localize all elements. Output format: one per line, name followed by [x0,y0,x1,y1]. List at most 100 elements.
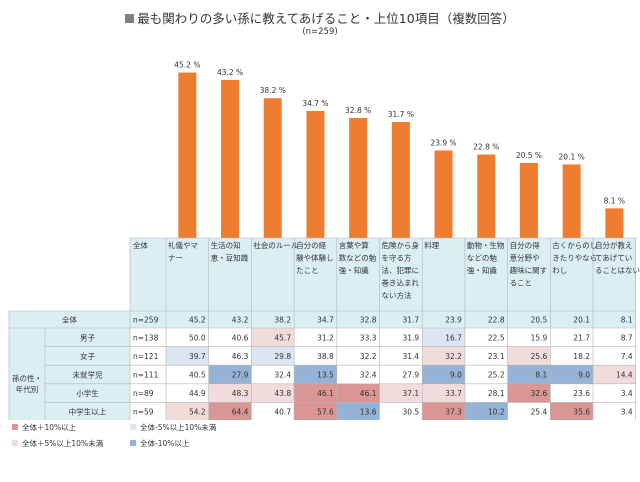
row-label: 男子 [80,333,95,342]
cell-highlight [507,346,551,366]
legend-swatch-high [12,440,18,446]
cell-highlight [464,402,508,420]
bar-10 [562,164,581,238]
cell-highlight [336,383,380,403]
legend-label-high: 全体＋5%以上10%未満 [22,439,104,448]
bar-7 [434,150,453,238]
cell-value: 64.4 [232,408,249,417]
total-row-value: 45.2 [189,316,206,325]
legend-item-very-high: 全体＋10%以上 [12,422,76,433]
cell-value: 32.4 [274,371,291,380]
table-grid [8,237,637,420]
cell-highlight [251,328,295,347]
title-square-icon [125,14,135,23]
table-header-6: 危険から身を守る方法、犯罪に巻き込まれない方法 [382,240,420,300]
table-header-bg [130,238,636,311]
table-header-2: 生活の知恵・豆知識 [211,240,249,263]
cell-value: 18.2 [573,352,590,361]
bar-value-label-2: 43.2 % [217,68,243,77]
table-header-4: 自分の経験や体験したこと [296,240,334,275]
cell-value: 30.5 [402,408,419,417]
table-header-8: 動物・生物などの勉強・知識 [467,240,505,275]
total-row-value: 31.7 [402,316,419,325]
cell-highlight [379,383,423,403]
cell-highlight [422,383,465,403]
table-header-5: 言葉や算数などの勉強・知識 [339,240,377,275]
cell-value: 28.1 [488,389,505,398]
bar-value-label-1: 45.2 % [174,61,200,70]
row-n: n=89 [133,389,154,398]
cell-value: 40.5 [189,371,206,380]
total-row-value: 22.8 [488,316,505,325]
cell-value: 50.0 [189,333,206,342]
cell-value: 44.9 [189,389,206,398]
row-label: 未就学児 [73,370,103,380]
bar-1 [178,72,197,239]
cell-value: 13.6 [360,408,377,417]
cell-value: 7.4 [621,352,633,361]
cell-value: 21.7 [573,333,590,342]
cell-value: 45.7 [274,333,291,342]
cell-highlight [208,365,252,384]
cell-value: 35.6 [573,408,590,417]
bar-value-label-5: 32.8 % [345,106,371,115]
bar-value-label-7: 23.9 % [430,139,456,148]
table-header-9: 自分の得意分野や趣味に関すること [510,240,547,288]
cell-highlight [336,402,380,420]
total-row-value: 20.1 [573,316,590,325]
chart-title-text: 最も関わりの多い孫に教えてあげること・上位10項目（複数回答） [137,11,515,26]
cell-value: 27.9 [232,371,249,380]
row-label: 小学生 [76,388,99,398]
cell-value: 32.2 [360,352,377,361]
cell-value: 32.2 [445,352,462,361]
chart-and-table: 45.2 % 43.2 % 38.2 % 34.7 % 32.8 % 31.7 % 23.9… [8,61,640,420]
legend-item-very-low: 全体-10%以上 [130,438,189,449]
total-row-value: 32.8 [360,316,377,325]
row-n: n=59 [133,408,154,417]
cell-value: 43.8 [274,389,291,398]
table-header-10: 古くからのしきたりやならわし [552,240,597,275]
cell-value: 23.1 [488,352,505,361]
legend-item-low: 全体-5%以上10%未満 [130,422,216,433]
cell-value: 31.2 [317,333,334,342]
cell-highlight [208,383,252,403]
cell-value: 31.4 [402,352,419,361]
cell-value: 48.3 [232,389,249,398]
cell-value: 25.2 [488,371,505,380]
cell-value: 46.1 [317,389,334,398]
group-label: 孫の性・年代別 [12,373,42,394]
bar-value-label-3: 38.2 % [260,86,286,95]
bar-9 [519,162,538,238]
cell-value: 25.6 [531,352,548,361]
bar-value-label-4: 34.7 % [302,99,328,108]
row-label: 女子 [80,351,95,361]
bar-2 [221,79,240,238]
legend-swatch-very-low [130,440,136,446]
cell-highlight [550,402,593,420]
cell-highlight [507,383,551,403]
cell-value: 32.6 [531,389,548,398]
total-row-value: 23.9 [445,316,462,325]
cell-highlight [208,402,252,420]
cell-value: 40.6 [232,333,249,342]
bar-3 [263,98,282,238]
cell-highlight [166,402,209,420]
cell-value: 14.4 [616,371,633,380]
legend-swatch-low [130,424,136,430]
cell-value: 39.7 [189,352,206,361]
cell-value: 8.7 [621,333,633,342]
cell-value: 10.2 [488,408,505,417]
bar-5 [349,117,368,238]
cell-value: 22.5 [488,333,505,342]
cell-value: 33.3 [360,333,377,342]
cell-value: 38.8 [317,352,334,361]
cell-value: 3.4 [621,389,633,398]
total-row-value: 34.7 [317,316,334,325]
cell-highlight [593,365,636,384]
row-n: n=111 [133,371,159,380]
row-n: n=138 [133,333,159,342]
cell-value: 8.1 [535,371,547,380]
table-header-7: 料理 [424,240,439,250]
cell-value: 15.9 [531,333,548,342]
table-header-3: 社会のルール [253,240,298,250]
